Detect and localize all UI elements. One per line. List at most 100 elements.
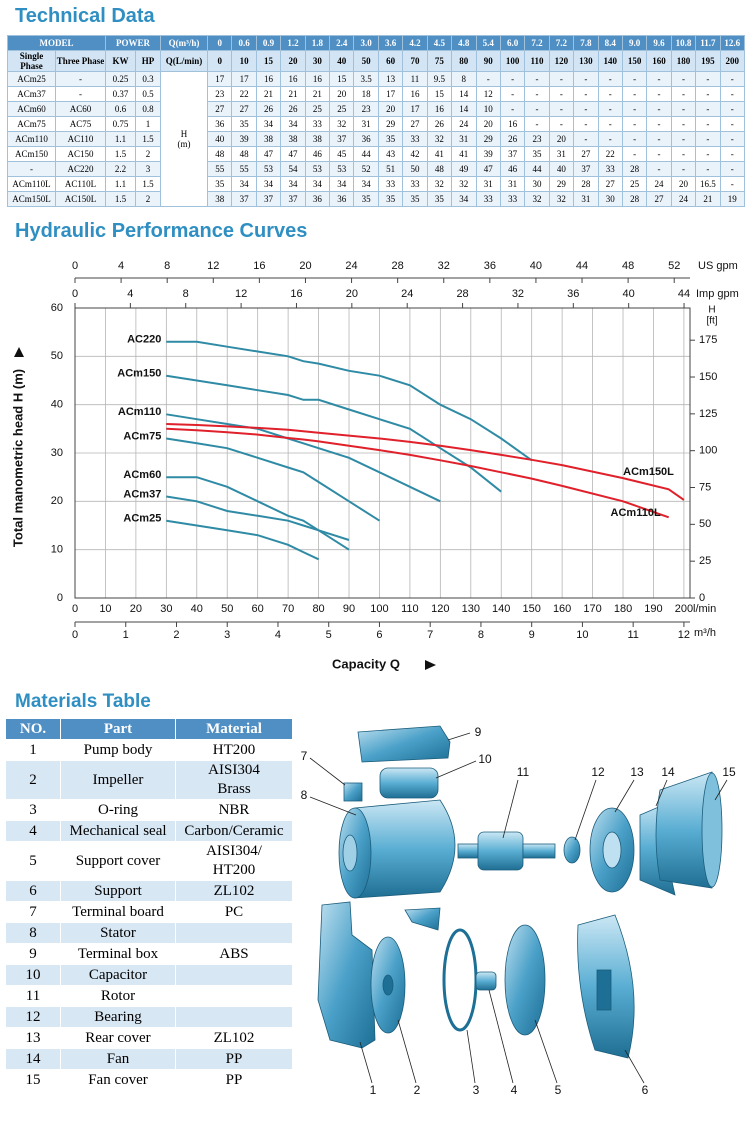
x2-tick-label: 9 bbox=[529, 629, 535, 641]
x4-tick-label: 36 bbox=[567, 288, 579, 300]
table-cell: 31 bbox=[548, 146, 575, 162]
table-cell: 60 bbox=[377, 50, 404, 72]
table-cell: ZL102 bbox=[175, 1027, 293, 1049]
table-cell: Mechanical seal bbox=[60, 820, 176, 842]
table-cell: - bbox=[621, 86, 648, 102]
table-cell: 16 bbox=[280, 71, 306, 87]
table-cell: - bbox=[524, 71, 550, 87]
table-cell: 15 bbox=[255, 50, 282, 72]
table-cell: - bbox=[621, 116, 648, 132]
callout: 9 bbox=[475, 725, 482, 739]
table-cell: 20 bbox=[329, 86, 355, 102]
table-cell: 25 bbox=[329, 101, 355, 117]
x4-tick-label: 8 bbox=[183, 288, 189, 300]
table-cell bbox=[175, 964, 293, 986]
table-cell: Stator bbox=[60, 922, 176, 944]
y2-tick-label: 175 bbox=[699, 334, 717, 346]
table-cell: 34 bbox=[255, 116, 282, 132]
table-cell: ABS bbox=[175, 943, 293, 965]
table-cell: 16 bbox=[426, 101, 453, 117]
x-tick-label: 110 bbox=[401, 603, 419, 615]
table-cell: MODEL bbox=[6, 35, 107, 51]
table-cell: 100 bbox=[499, 50, 526, 72]
table-cell: 49 bbox=[451, 161, 477, 177]
table-cell: 2 bbox=[5, 760, 61, 800]
table-cell: 70 bbox=[402, 50, 428, 72]
x3-tick-label: 28 bbox=[392, 260, 404, 272]
table-cell: 110 bbox=[524, 50, 550, 72]
x2-tick-label: 2 bbox=[173, 629, 179, 641]
table-cell: AC110 bbox=[54, 131, 107, 147]
table-cell: 1.2 bbox=[280, 35, 306, 51]
table-cell: 47 bbox=[280, 146, 306, 162]
table-cell: ZL102 bbox=[175, 880, 293, 902]
y2-tick-label: 150 bbox=[699, 371, 717, 383]
table-cell: 17 bbox=[402, 101, 428, 117]
table-cell: ACm150 bbox=[7, 146, 56, 162]
table-cell: 20 bbox=[475, 116, 501, 132]
x3-tick-label: 44 bbox=[576, 260, 588, 272]
x2-unit: m³/h bbox=[694, 627, 716, 639]
x3-tick-label: 8 bbox=[164, 260, 170, 272]
x2-tick-label: 5 bbox=[326, 629, 332, 641]
table-cell: 3 bbox=[5, 799, 61, 821]
table-row: 12 Bearing bbox=[5, 1006, 293, 1028]
x4-tick-label: 12 bbox=[235, 288, 247, 300]
table-cell: - bbox=[597, 71, 623, 87]
table-cell: - bbox=[499, 71, 526, 87]
table-cell: 34 bbox=[231, 176, 257, 192]
table-cell bbox=[175, 1006, 293, 1028]
callout: 11 bbox=[517, 765, 530, 779]
table-row: 14 Fan PP bbox=[5, 1048, 293, 1070]
series-line bbox=[166, 476, 350, 551]
table-cell: Terminal board bbox=[60, 901, 176, 923]
table-cell: 48 bbox=[207, 146, 233, 162]
table-cell: - bbox=[719, 161, 746, 177]
table-cell: - bbox=[695, 146, 721, 162]
x2-tick-label: 10 bbox=[576, 629, 588, 641]
x3-tick-label: 24 bbox=[345, 260, 357, 272]
table-cell: 33 bbox=[377, 176, 404, 192]
table-cell: Carbon/Ceramic bbox=[175, 820, 293, 842]
table-cell: - bbox=[621, 71, 648, 87]
table-cell: - bbox=[646, 86, 672, 102]
table-cell: - bbox=[695, 116, 721, 132]
table-cell: - bbox=[548, 116, 575, 132]
pump-parts bbox=[317, 725, 723, 1059]
table-cell: 80 bbox=[451, 50, 477, 72]
table-cell: 48 bbox=[426, 161, 453, 177]
table-cell: 1.5 bbox=[135, 176, 162, 192]
table-cell: 16 bbox=[304, 71, 331, 87]
table-cell: 50 bbox=[353, 50, 379, 72]
table-cell: 24 bbox=[646, 176, 672, 192]
table-cell: 37 bbox=[573, 161, 599, 177]
y-tick-label: 0 bbox=[57, 592, 63, 604]
table-cell: 41 bbox=[451, 146, 477, 162]
series-line bbox=[166, 427, 670, 519]
y2-unit: [ft] bbox=[706, 316, 717, 327]
table-cell: 32 bbox=[329, 116, 355, 132]
x-tick-label: 30 bbox=[160, 603, 172, 615]
x4-tick-label: 32 bbox=[512, 288, 524, 300]
table-cell: 28 bbox=[573, 176, 599, 192]
table-cell: 14 bbox=[451, 101, 477, 117]
table-cell: 27 bbox=[231, 101, 257, 117]
x4-tick-label: 20 bbox=[346, 288, 358, 300]
series-line bbox=[166, 413, 441, 503]
table-cell: - bbox=[573, 71, 599, 87]
callout: 1 bbox=[370, 1083, 377, 1097]
table-cell: 32 bbox=[524, 191, 550, 207]
table-cell: 33 bbox=[475, 191, 501, 207]
x-tick-label: 20 bbox=[130, 603, 142, 615]
table-cell: 11 bbox=[5, 985, 61, 1007]
x-tick-label: 120 bbox=[431, 603, 449, 615]
table-row: ACm150L AC150L 1.5 2 38 37 37 37 36 36 35 35 35 35 34 3… bbox=[7, 191, 746, 207]
table-cell: - bbox=[670, 161, 697, 177]
y2-tick-label: 50 bbox=[699, 518, 711, 530]
table-row: 9 Terminal box ABS bbox=[5, 943, 293, 965]
table-cell: - bbox=[646, 161, 672, 177]
table-cell: 1.1 bbox=[105, 131, 137, 147]
table-cell: - bbox=[54, 71, 107, 87]
table-cell: 48 bbox=[231, 146, 257, 162]
exploded-pump-diagram: 1 2 3 4 5 6 7 8 9 10 11 12 13 14 15 bbox=[301, 725, 736, 1097]
